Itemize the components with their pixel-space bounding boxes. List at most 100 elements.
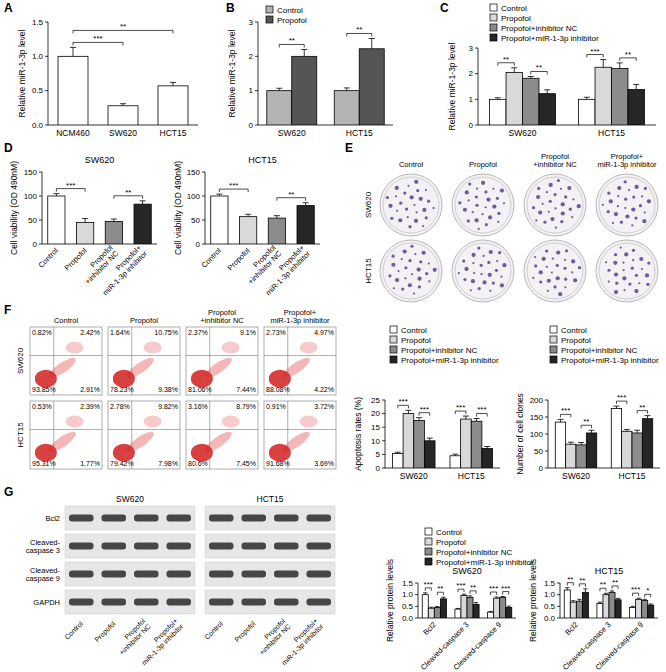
y-tick [382,468,385,469]
legend-label: Propofol+miR-1-3p inhibitor [436,558,534,567]
text-line: caspase 9 [26,574,60,583]
western-blot: Bcl2Cleaved-caspase 3Cleaved-caspase 9GA… [26,494,335,667]
flow-plot [264,327,336,395]
y-tick [545,400,548,401]
text-line: 7.45% [236,460,256,467]
colony [413,204,415,206]
gate-line [209,401,210,469]
text-line: ** [120,22,126,31]
blot-band [307,571,332,578]
text-line: 0.5 [402,602,414,611]
plate [524,174,586,236]
text-line: ** [437,584,443,593]
blot-band [134,515,159,522]
text-line: Propofol [93,620,117,644]
colony [478,287,481,290]
bar [612,69,628,125]
legend-label: Propofol+miR-1-3p inhibitor [501,34,599,43]
text-line: HCT15 [619,471,646,481]
y-tick-label: 0.5 [544,602,556,611]
text-line: ** [567,575,573,584]
error-bar [70,47,76,56]
bars [267,38,384,125]
colony [503,202,505,204]
colony [414,253,416,255]
text-line: *** [456,581,465,590]
text-line: 0.0 [402,614,414,623]
bar [461,419,472,468]
text-line: 2.91% [80,386,100,393]
colony [632,195,635,198]
colony [625,214,629,218]
colony [553,285,556,288]
quadrant-label: 2.39% [80,403,100,410]
bar-chart: 0510152025SW620HCT15Apoptosis rates (%)C… [353,326,500,482]
gate-line [186,429,258,430]
cell-line-label: HCT15 [257,494,284,504]
quadrant-label: 91.68% [266,460,290,467]
flow-plot [186,401,258,469]
colony [561,211,565,215]
plate-rim [455,243,511,299]
colony [422,251,426,255]
y-tick [39,196,42,197]
text-line: 150 [530,413,544,422]
colony [624,198,627,201]
bar [576,445,586,468]
text-line: Control [199,246,223,270]
bar [414,420,425,468]
text-line: 3.72% [314,403,334,410]
text-line: ** [289,36,295,45]
text-line: 1.5 [32,18,44,27]
category-label-group: Cleaved-caspase 9 [593,620,645,672]
colony [485,206,487,208]
legend-label: Propofol [436,538,466,547]
colony [538,211,542,215]
y-tick-label: 1.5 [544,579,556,588]
error-bar [82,219,88,223]
y-axis-label: Apoptosis rates (%) [353,397,363,471]
colony [545,249,548,252]
text-line: *** [590,47,599,56]
text-line: 0 [249,121,254,130]
y-label-group: Relative miR-1-3p level [227,29,237,117]
colony [639,257,643,261]
colony [484,190,487,193]
y-axis-label: Relative protein levels [385,559,395,642]
colony [634,289,638,293]
plate [524,240,586,302]
significance-label: *** [93,34,102,43]
colony [395,278,399,282]
bar [403,414,414,468]
colony [458,272,460,274]
text-line: 91.68% [266,460,290,467]
text-line: 50 [28,216,37,225]
significance-label: *** [477,405,486,414]
colony [556,276,560,280]
lane-label-group: Propofol+miR-1-3p inhibitor [135,617,186,668]
significance-label: ** [437,584,443,593]
error-bar [462,594,466,595]
significance-label: ** [470,583,476,592]
text-line: *** [424,580,433,589]
y-tick-label: 100 [187,192,201,201]
colony [407,216,409,218]
bar [267,91,292,125]
blot-band [209,543,234,550]
legend-swatch [550,346,557,353]
quadrant-label: 0.91% [266,403,286,410]
lane-label: Propofol+miR-1-3p inhibitor [135,617,186,668]
text-line: 5 [376,450,381,459]
y-tick-label: 1.0 [544,590,556,599]
category-label-group: Control [36,246,60,270]
colony [480,273,482,275]
colony [396,210,398,212]
bar [586,433,596,468]
text-line: 0.5 [544,602,556,611]
legend-swatch [550,356,557,363]
bar [211,196,228,244]
y-tick-label: 50 [534,447,543,456]
bar [603,595,609,618]
text-line: GAPDH [33,598,60,607]
colony [498,251,501,254]
